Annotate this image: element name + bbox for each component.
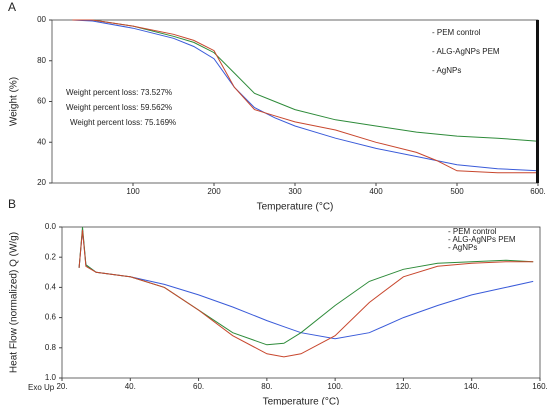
panel-label: B (8, 197, 16, 211)
y-tick-label: 0.2 (45, 252, 57, 261)
x-tick-label: 20. (56, 382, 67, 391)
legend-label: - ALG-AgNPs PEM (448, 235, 516, 244)
series-line (72, 19, 538, 174)
x-tick-label: 500 (450, 187, 464, 196)
annotation: Weight percent loss: 75.169% (70, 118, 176, 127)
plot-frame (51, 19, 539, 184)
series-line (72, 19, 539, 172)
x-tick-label: 60. (193, 382, 204, 391)
panel-label: A (8, 0, 16, 14)
x-tick-label: 100. (327, 382, 343, 391)
plot-frame (61, 226, 541, 379)
legend-label: - PEM control (448, 227, 497, 236)
x-tick-label: 100 (126, 187, 140, 196)
x-axis-label: Temperature (°C) (263, 397, 340, 405)
series-line (72, 19, 539, 142)
y-tick-label: 0.6 (45, 313, 57, 322)
y-tick-label: 60 (37, 97, 46, 106)
y-axis-label: Heat Flow (normalized) Q (W/g) (9, 232, 20, 373)
x-tick-label: 140. (464, 382, 480, 391)
x-tick-label: 200 (207, 187, 221, 196)
x-axis-label: Temperature (°C) (257, 202, 334, 213)
legend-label: - PEM control (432, 28, 481, 37)
y-tick-label: 20 (37, 178, 46, 187)
x-tick-label: 40. (125, 382, 136, 391)
annotation: Weight percent loss: 59.562% (66, 103, 172, 112)
x-tick-label: 120. (396, 382, 412, 391)
x-tick-label: 400 (369, 187, 383, 196)
note: Exo Up (28, 383, 55, 392)
x-tick-label: 300 (288, 187, 302, 196)
y-tick-label: 1.0 (45, 373, 57, 382)
x-tick-label: 160. (532, 382, 548, 391)
legend-label: - AgNPs (432, 66, 461, 75)
y-axis-label: Weight (%) (9, 77, 20, 126)
y-tick-label: 0.0 (45, 222, 57, 231)
legend-label: - AgNPs (448, 243, 477, 252)
x-tick-label: 600. (530, 187, 546, 196)
series-line (78, 229, 534, 358)
legend-label: - ALG-AgNPs PEM (432, 47, 500, 56)
y-tick-label: 0.4 (45, 283, 57, 292)
edge-bar (536, 20, 539, 183)
y-tick-label: 00 (37, 15, 46, 24)
y-tick-label: 80 (37, 56, 46, 65)
x-tick-label: 80. (261, 382, 272, 391)
y-tick-label: 40 (37, 137, 46, 146)
y-tick-label: 0.8 (45, 343, 57, 352)
annotation: Weight percent loss: 73.527% (66, 88, 172, 97)
